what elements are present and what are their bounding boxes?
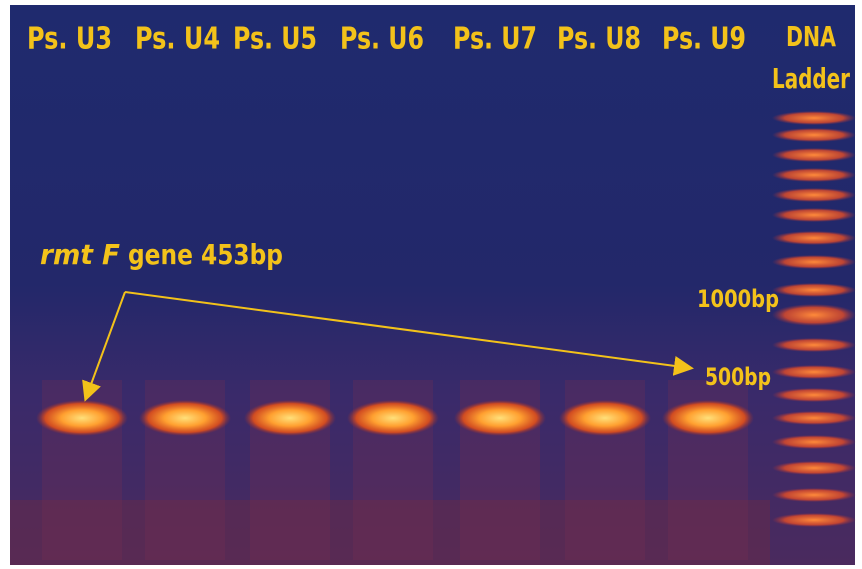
lane-label: Ps. U3 [27, 22, 112, 57]
ladder-label: DNA [786, 20, 836, 53]
ladder-band [772, 513, 856, 527]
lane-label: Ps. U8 [557, 22, 641, 57]
ladder-band [772, 388, 856, 402]
ladder-band [772, 283, 856, 297]
band [559, 400, 651, 436]
band [139, 400, 231, 436]
gene-size: gene 453bp [128, 238, 283, 271]
lane-label: Ps. U6 [340, 22, 424, 57]
ladder-band [772, 148, 856, 162]
band [36, 400, 128, 436]
ladder-band [772, 435, 856, 449]
ladder-band [772, 231, 856, 245]
band [662, 400, 754, 436]
ladder-band [772, 255, 856, 269]
marker-label: 500bp [705, 363, 771, 391]
ladder-band [772, 188, 856, 202]
band [454, 400, 546, 436]
ladder-band [772, 111, 856, 125]
ladder-label: Ladder [772, 62, 850, 95]
band [347, 400, 439, 436]
ladder-band [772, 338, 856, 352]
marker-label: 1000bp [697, 285, 779, 313]
gel-photo: Ps. U3 Ps. U4 Ps. U5 Ps. U6 Ps. U7 Ps. U… [0, 0, 862, 569]
ladder-band [772, 168, 856, 182]
ladder-band [772, 461, 856, 475]
lane-label: Ps. U9 [662, 22, 746, 57]
ladder-band [772, 304, 856, 326]
lane-label: Ps. U5 [233, 22, 317, 57]
ladder-band [772, 411, 856, 425]
gene-name: rmt F [40, 238, 120, 271]
ladder-band [772, 208, 856, 222]
lane-label: Ps. U4 [135, 22, 220, 57]
ladder-band [772, 128, 856, 142]
ladder-band [772, 365, 856, 379]
ladder [772, 111, 856, 527]
lane-label: Ps. U7 [453, 22, 537, 57]
ladder-band [772, 488, 856, 502]
band [244, 400, 336, 436]
